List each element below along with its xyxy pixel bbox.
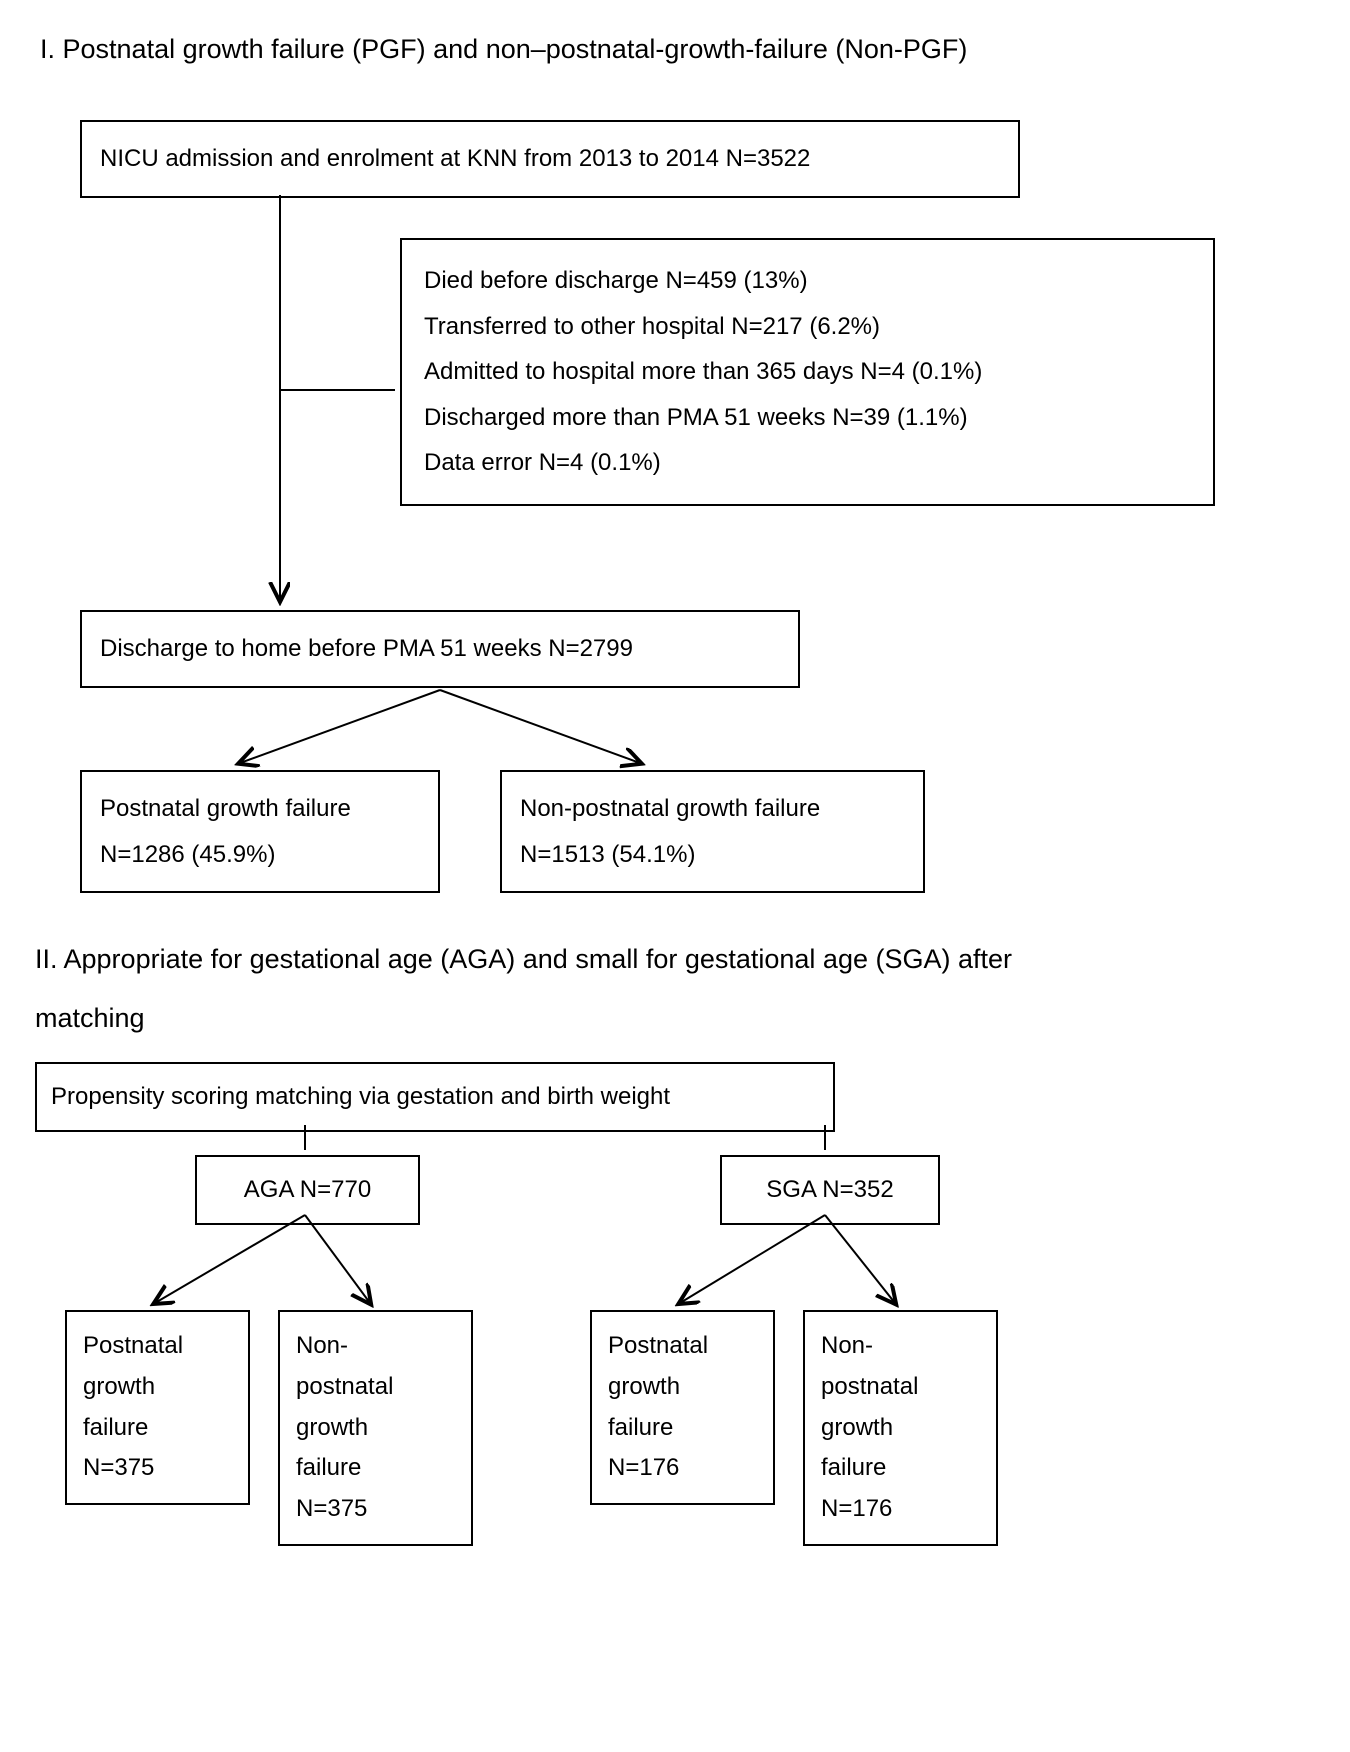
sga-pgf-l1: Postnatal	[608, 1326, 757, 1367]
pgf-box: Postnatal growth failure N=1286 (45.9%)	[80, 770, 440, 893]
flowchart-canvas: I. Postnatal growth failure (PGF) and no…	[0, 0, 1350, 1752]
aga-pgf-box: Postnatal growth failure N=375	[65, 1310, 250, 1505]
pgf-label: Postnatal growth failure	[100, 786, 420, 832]
sga-pgf-box: Postnatal growth failure N=176	[590, 1310, 775, 1505]
sga-nonpgf-l5: N=176	[821, 1489, 980, 1530]
sga-nonpgf-l4: failure	[821, 1448, 980, 1489]
sga-box: SGA N=352	[720, 1155, 940, 1225]
sga-nonpgf-l1: Non-	[821, 1326, 980, 1367]
discharge-box: Discharge to home before PMA 51 weeks N=…	[80, 610, 800, 688]
sga-pgf-l2: growth	[608, 1367, 757, 1408]
sga-nonpgf-l2: postnatal	[821, 1367, 980, 1408]
arrow-sga-left	[680, 1215, 825, 1303]
aga-nonpgf-l1: Non-	[296, 1326, 455, 1367]
aga-pgf-l2: growth	[83, 1367, 232, 1408]
section1-heading: I. Postnatal growth failure (PGF) and no…	[40, 20, 1290, 79]
section2-heading: II. Appropriate for gestational age (AGA…	[35, 930, 1315, 1049]
aga-box: AGA N=770	[195, 1155, 420, 1225]
section2-heading-l1: II. Appropriate for gestational age (AGA…	[35, 944, 1012, 974]
exclusion-line: Admitted to hospital more than 365 days …	[424, 349, 1191, 395]
exclusion-line: Data error N=4 (0.1%)	[424, 440, 1191, 486]
sga-nonpgf-box: Non- postnatal growth failure N=176	[803, 1310, 998, 1546]
pgf-count: N=1286 (45.9%)	[100, 832, 420, 878]
non-pgf-label: Non-postnatal growth failure	[520, 786, 905, 832]
aga-pgf-l1: Postnatal	[83, 1326, 232, 1367]
sga-pgf-l3: failure	[608, 1408, 757, 1449]
section2-heading-l2: matching	[35, 1003, 145, 1033]
exclusion-line: Transferred to other hospital N=217 (6.2…	[424, 304, 1191, 350]
exclusion-line: Discharged more than PMA 51 weeks N=39 (…	[424, 395, 1191, 441]
aga-pgf-l4: N=375	[83, 1448, 232, 1489]
aga-nonpgf-l4: failure	[296, 1448, 455, 1489]
arrow-aga-right	[305, 1215, 370, 1303]
non-pgf-box: Non-postnatal growth failure N=1513 (54.…	[500, 770, 925, 893]
aga-nonpgf-l5: N=375	[296, 1489, 455, 1530]
non-pgf-count: N=1513 (54.1%)	[520, 832, 905, 878]
nicu-admission-box: NICU admission and enrolment at KNN from…	[80, 120, 1020, 198]
arrow-discharge-left	[240, 690, 440, 763]
arrow-aga-left	[155, 1215, 305, 1303]
sga-nonpgf-l3: growth	[821, 1408, 980, 1449]
aga-nonpgf-box: Non- postnatal growth failure N=375	[278, 1310, 473, 1546]
sga-pgf-l4: N=176	[608, 1448, 757, 1489]
aga-nonpgf-l2: postnatal	[296, 1367, 455, 1408]
aga-pgf-l3: failure	[83, 1408, 232, 1449]
aga-nonpgf-l3: growth	[296, 1408, 455, 1449]
arrow-sga-right	[825, 1215, 895, 1303]
psm-box: Propensity scoring matching via gestatio…	[35, 1062, 835, 1132]
exclusion-box: Died before discharge N=459 (13%) Transf…	[400, 238, 1215, 506]
arrow-discharge-right	[440, 690, 640, 763]
exclusion-line: Died before discharge N=459 (13%)	[424, 258, 1191, 304]
